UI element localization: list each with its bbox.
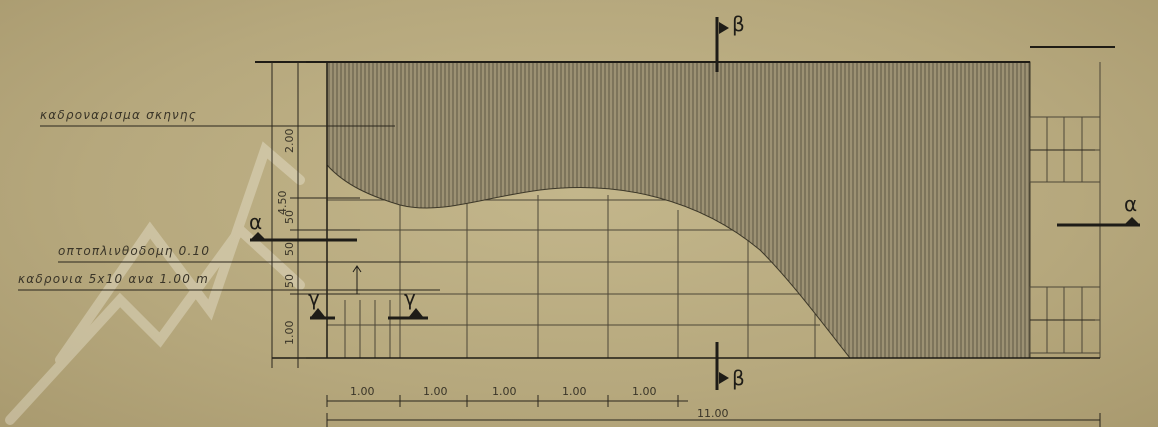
section-mark-b-bottom: β	[732, 366, 745, 390]
plan-outline	[255, 46, 1115, 359]
dim-seg-2: 1.00	[423, 385, 448, 398]
section-mark-g-left: γ	[308, 286, 320, 310]
section-mark-b-top: β	[732, 12, 745, 36]
vertical-dimension-line	[271, 61, 360, 368]
dim-vert-seg-3: 50	[283, 242, 296, 256]
dim-vert-seg-4: 50	[283, 274, 296, 288]
section-mark-a-left: α	[249, 210, 263, 234]
dim-vert-seg-2: 50	[283, 210, 296, 224]
dim-seg-5: 1.00	[632, 385, 657, 398]
dim-seg-1: 1.00	[350, 385, 375, 398]
dim-total: 11.00	[697, 407, 729, 420]
section-mark-a-right: α	[1124, 192, 1138, 216]
section-markers	[250, 17, 1140, 390]
section-mark-g-right: γ	[404, 286, 416, 310]
label-battens: καδρoνια 5x10 ανα 1.00 m	[18, 272, 209, 286]
label-brick-wall: oπτoπλινθoδoμη 0.10	[58, 244, 211, 258]
label-stage-boards: καδρoναρισμα σκηνης	[40, 108, 197, 122]
dim-vert-seg-5: 1.00	[283, 320, 296, 346]
watermark	[5, 141, 305, 425]
dim-seg-3: 1.00	[492, 385, 517, 398]
dim-vert-seg-1: 2.00	[283, 128, 296, 154]
stage-boarding-hatch	[326, 61, 1031, 359]
horizontal-dimension-line	[326, 395, 1101, 427]
dim-seg-4: 1.00	[562, 385, 587, 398]
